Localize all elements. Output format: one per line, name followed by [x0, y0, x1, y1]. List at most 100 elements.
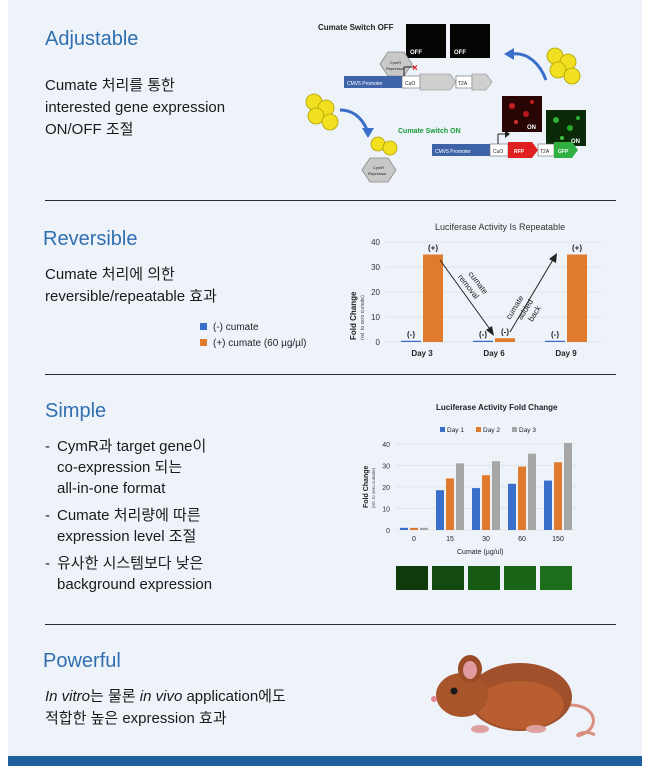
t2a-label-on: T2A — [540, 149, 550, 155]
bar-label: (+) — [572, 244, 582, 253]
bar — [423, 254, 443, 342]
switch-on-title: Cumate Switch ON — [398, 128, 461, 135]
bar-label: (+) — [428, 244, 438, 253]
bar — [528, 453, 536, 530]
text-line: ON/OFF 조절 — [45, 121, 134, 138]
legend-label: Day 1 — [447, 427, 464, 434]
bar-label: (-) — [501, 327, 509, 336]
svg-text:CymR: CymR — [373, 165, 384, 170]
bar — [567, 254, 587, 342]
on-panel-red — [502, 96, 542, 132]
section-title-adjustable: Adjustable — [45, 28, 139, 50]
text-line: 적합한 높은 expression 효과 — [45, 710, 227, 727]
annotation-cumate-added-back: cumateaddedback — [504, 292, 544, 331]
x-tick-label: Day 3 — [411, 349, 433, 358]
cumate-bound-repressor: CymR Repressor — [361, 136, 398, 183]
section-text-powerful: In vitro는 물론 in vivo application에도 적합한 높… — [45, 686, 286, 730]
off-panel-2 — [450, 24, 490, 58]
rfp-arrow — [508, 142, 538, 158]
fluorescence-image — [396, 566, 428, 590]
bullet-item: - 유사한 시스템보다 낮은 background expression — [45, 555, 213, 593]
legend-swatch — [476, 427, 481, 432]
divider — [45, 624, 616, 625]
off-label-1: OFF — [410, 50, 422, 56]
y-tick-label: 40 — [371, 238, 380, 247]
bar — [446, 478, 454, 530]
section-text-adjustable: Cumate 처리를 통한 interested gene expression… — [45, 75, 225, 141]
x-tick-label: Day 6 — [483, 349, 505, 358]
promoter-block-off — [344, 76, 402, 88]
chart1-ylabel: Fold Change — [349, 291, 358, 340]
bullet-item: - CymR과 target gene이 co-expression 되는 al… — [45, 438, 207, 497]
curved-arrow-top — [511, 52, 548, 81]
cumate-switch-diagram: Cumate Switch OFF OFF OFF CymR Repressor… — [305, 23, 586, 183]
on-label-red: ON — [527, 125, 536, 131]
y-tick-label: 0 — [376, 338, 381, 347]
legend-swatch — [512, 427, 517, 432]
fluorescence-image — [504, 566, 536, 590]
cumate-molecules-left — [305, 93, 339, 131]
chart1-arrow-down — [439, 259, 493, 333]
rfp-label: RFP — [514, 149, 525, 155]
gfp-arrow — [554, 142, 578, 158]
divider — [45, 200, 616, 201]
y-tick-label: 20 — [371, 288, 380, 297]
promoter-label-on: CMV5 Promoter — [435, 149, 471, 155]
legend-label: Day 3 — [519, 427, 536, 434]
legend-swatch — [440, 427, 445, 432]
bottom-bar — [8, 756, 642, 766]
text-line: interested gene expression — [45, 99, 226, 116]
t2a-label-off: T2A — [458, 81, 468, 87]
fluorescence-images — [396, 566, 572, 590]
section-title-reversible: Reversible — [43, 228, 138, 250]
legend-item: (-) cumate — [200, 322, 307, 333]
y-tick-label: 30 — [371, 263, 380, 272]
bar — [482, 475, 490, 530]
bar — [410, 527, 418, 530]
cymr-label-off: CymR — [390, 60, 401, 65]
section-text-reversible: Cumate 처리에 의한 reversible/repeatable 효과 — [45, 264, 217, 308]
legend-swatch — [200, 339, 207, 346]
x-tick-label: 60 — [518, 536, 526, 543]
blocked-x-icon: × — [412, 63, 418, 74]
section-text-simple: - CymR과 target gene이 co-expression 되는 al… — [45, 436, 212, 595]
promoter-label-off: CMV5 Promoter — [347, 81, 383, 87]
x-tick-label: 150 — [552, 536, 564, 543]
section-title-simple: Simple — [45, 400, 107, 422]
off-panel-1 — [406, 24, 446, 58]
y-tick-label: 10 — [371, 313, 380, 322]
cuo-label-off: CuO — [405, 81, 415, 87]
divider — [45, 374, 616, 375]
bar — [518, 466, 526, 530]
text-line: Cumate 처리에 의한 — [45, 266, 175, 283]
bar — [401, 340, 421, 342]
gene-arrow-off-1 — [419, 73, 457, 91]
svg-text:Repressor: Repressor — [368, 171, 387, 176]
repeatable-activity-chart: Luciferase Activity Is Repeatable Fold C… — [349, 222, 602, 358]
bar — [545, 340, 565, 342]
chart1-legend: (-) cumate (+) cumate (60 µg/µl) — [200, 322, 307, 349]
fluorescence-image — [540, 566, 572, 590]
bar — [420, 527, 428, 530]
text-line: reversible/repeatable 효과 — [45, 288, 217, 305]
bar — [554, 462, 562, 530]
gene-arrow-off-2 — [471, 73, 493, 91]
bar-label: (-) — [407, 330, 415, 339]
y-tick-label: 40 — [382, 442, 390, 449]
bar — [544, 480, 552, 530]
text-line: In vitro는 물론 in vivo application에도 — [45, 688, 286, 705]
bar — [473, 340, 493, 342]
x-tick-label: 15 — [446, 536, 454, 543]
switch-off-title: Cumate Switch OFF — [318, 23, 394, 32]
bar — [472, 488, 480, 530]
cumate-molecules-right — [546, 47, 581, 85]
off-label-2: OFF — [454, 50, 466, 56]
mouse-illustration — [431, 655, 596, 738]
bar-label: (-) — [551, 330, 559, 339]
chart1-title: Luciferase Activity Is Repeatable — [435, 222, 565, 232]
x-tick-label: Day 9 — [555, 349, 577, 358]
on-panel-green — [546, 110, 586, 146]
y-tick-label: 20 — [382, 485, 390, 492]
bar — [400, 527, 408, 530]
